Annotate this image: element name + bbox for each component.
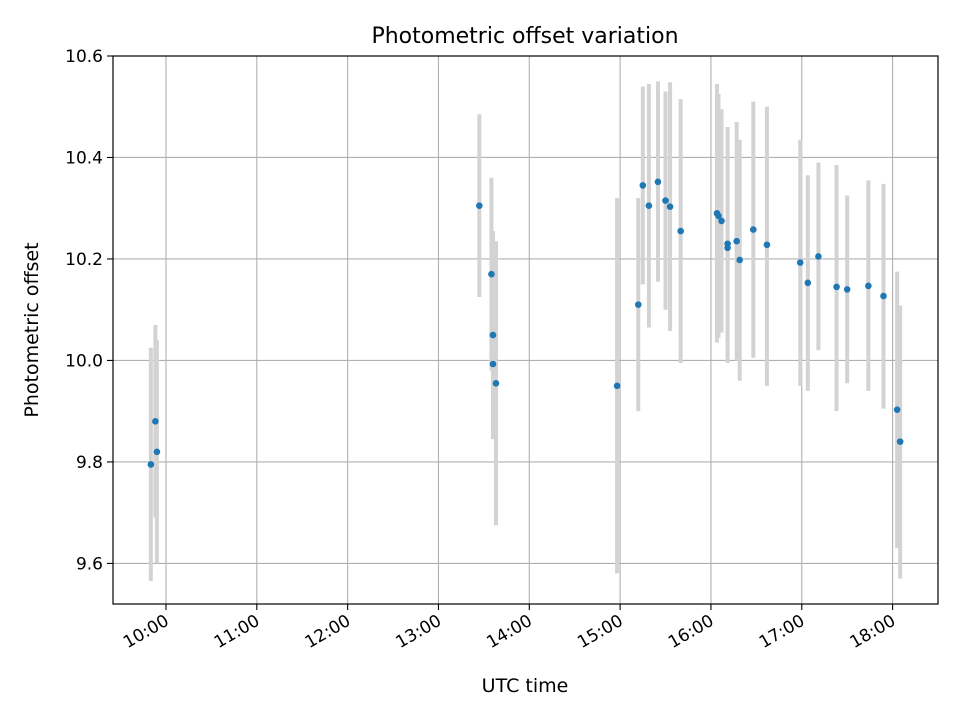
data-point [893,406,901,413]
data-point [654,178,662,186]
data-point [634,301,642,308]
data-point [662,197,669,204]
y-axis-label: Photometric offset [21,242,43,417]
y-tick-label: 10.4 [65,148,103,168]
data-point [763,241,771,249]
data-point [489,331,497,339]
y-tick-label: 9.8 [76,453,103,473]
data-point [796,259,804,266]
data-point [147,461,155,468]
y-tick-label: 10.0 [65,351,103,371]
data-point [488,270,495,278]
data-point [736,256,743,264]
x-axis-label: UTC time [482,675,569,697]
data-point [715,212,722,220]
data-point [896,438,904,445]
y-tick-label: 10.6 [65,47,103,67]
data-point [843,286,851,293]
chart-title: Photometric offset variation [371,24,678,49]
plot-frame [112,55,939,605]
data-point [724,244,731,252]
data-point [833,283,840,291]
data-point [476,202,483,209]
data-point [153,448,161,456]
data-point [804,279,812,287]
plot-area [113,56,938,604]
data-point [718,217,725,225]
data-point [880,292,887,300]
data-point [865,282,872,290]
data-point [677,227,684,235]
data-point [815,253,822,260]
point-layer [147,178,904,468]
data-point [639,182,647,189]
data-point [733,237,740,245]
data-point [492,379,500,387]
y-tick-label: 10.2 [65,250,103,270]
data-point [613,382,621,390]
data-point [645,202,653,209]
data-point [489,360,497,368]
data-point [750,226,757,233]
data-point [666,203,674,210]
data-point [152,418,159,425]
y-tick-label: 9.6 [76,554,103,574]
